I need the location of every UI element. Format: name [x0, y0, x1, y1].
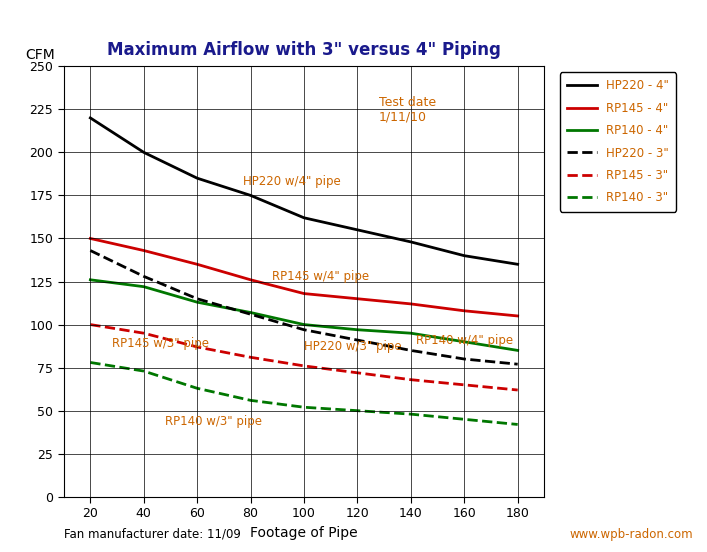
RP140 - 4"	[246, 309, 255, 316]
RP145 - 4"	[139, 247, 148, 254]
RP145 - 3"	[513, 387, 522, 394]
Text: HP220 w/4" pipe: HP220 w/4" pipe	[243, 175, 340, 188]
Text: RP145 w/3" pipe: RP145 w/3" pipe	[112, 337, 209, 350]
RP140 - 3"	[193, 385, 201, 391]
HP220 - 3"	[460, 355, 469, 362]
RP145 - 3"	[139, 330, 148, 337]
HP220 - 4"	[460, 252, 469, 259]
RP140 - 4"	[513, 347, 522, 354]
HP220 - 4"	[513, 261, 522, 268]
Text: HP220 w/3" pipe: HP220 w/3" pipe	[304, 341, 402, 353]
RP145 - 3"	[193, 344, 201, 351]
RP140 - 3"	[139, 368, 148, 374]
RP145 - 3"	[354, 369, 362, 376]
RP140 - 4"	[86, 277, 95, 283]
RP145 - 4"	[300, 290, 308, 297]
RP140 - 4"	[300, 321, 308, 328]
X-axis label: Footage of Pipe: Footage of Pipe	[250, 526, 358, 540]
RP140 - 4"	[460, 338, 469, 345]
RP140 - 3"	[354, 407, 362, 414]
Text: www.wpb-radon.com: www.wpb-radon.com	[569, 528, 693, 541]
Text: Fan manufacturer date: 11/09: Fan manufacturer date: 11/09	[64, 528, 240, 541]
HP220 - 4"	[354, 226, 362, 233]
Text: RP140 w/3" pipe: RP140 w/3" pipe	[165, 415, 262, 427]
RP140 - 3"	[300, 404, 308, 411]
RP140 - 4"	[354, 326, 362, 333]
RP145 - 4"	[460, 307, 469, 314]
RP145 - 4"	[407, 301, 415, 307]
HP220 - 3"	[354, 337, 362, 343]
Text: CFM: CFM	[25, 48, 55, 62]
RP145 - 3"	[407, 376, 415, 383]
HP220 - 4"	[193, 175, 201, 182]
HP220 - 3"	[193, 295, 201, 302]
RP140 - 4"	[193, 299, 201, 305]
HP220 - 3"	[246, 311, 255, 317]
HP220 - 4"	[407, 238, 415, 245]
Line: HP220 - 4": HP220 - 4"	[90, 118, 518, 264]
Line: RP140 - 4": RP140 - 4"	[90, 280, 518, 351]
RP140 - 4"	[139, 283, 148, 290]
RP145 - 4"	[193, 261, 201, 268]
HP220 - 3"	[300, 326, 308, 333]
Line: RP140 - 3": RP140 - 3"	[90, 363, 518, 424]
Line: HP220 - 3": HP220 - 3"	[90, 251, 518, 364]
Text: RP145 w/4" pipe: RP145 w/4" pipe	[272, 270, 369, 283]
RP145 - 3"	[246, 354, 255, 360]
Line: RP145 - 4": RP145 - 4"	[90, 238, 518, 316]
Legend: HP220 - 4", RP145 - 4", RP140 - 4", HP220 - 3", RP145 - 3", RP140 - 3": HP220 - 4", RP145 - 4", RP140 - 4", HP22…	[560, 72, 676, 211]
HP220 - 3"	[86, 247, 95, 254]
RP140 - 3"	[86, 359, 95, 366]
RP145 - 3"	[86, 321, 95, 328]
Line: RP145 - 3": RP145 - 3"	[90, 325, 518, 390]
RP145 - 3"	[300, 363, 308, 369]
HP220 - 3"	[513, 361, 522, 368]
HP220 - 4"	[86, 115, 95, 121]
RP145 - 4"	[354, 295, 362, 302]
RP145 - 4"	[513, 312, 522, 319]
RP140 - 3"	[460, 416, 469, 423]
RP145 - 4"	[86, 235, 95, 242]
HP220 - 3"	[139, 273, 148, 280]
HP220 - 4"	[300, 215, 308, 221]
RP140 - 4"	[407, 330, 415, 337]
Text: RP140 w/4" pipe: RP140 w/4" pipe	[416, 333, 513, 347]
Title: Maximum Airflow with 3" versus 4" Piping: Maximum Airflow with 3" versus 4" Piping	[107, 41, 501, 59]
HP220 - 4"	[246, 192, 255, 199]
RP140 - 3"	[513, 421, 522, 428]
RP140 - 3"	[407, 411, 415, 417]
HP220 - 4"	[139, 149, 148, 156]
RP145 - 4"	[246, 277, 255, 283]
HP220 - 3"	[407, 347, 415, 354]
Text: Test date
1/11/10: Test date 1/11/10	[379, 95, 436, 124]
RP140 - 3"	[246, 397, 255, 404]
RP145 - 3"	[460, 381, 469, 388]
